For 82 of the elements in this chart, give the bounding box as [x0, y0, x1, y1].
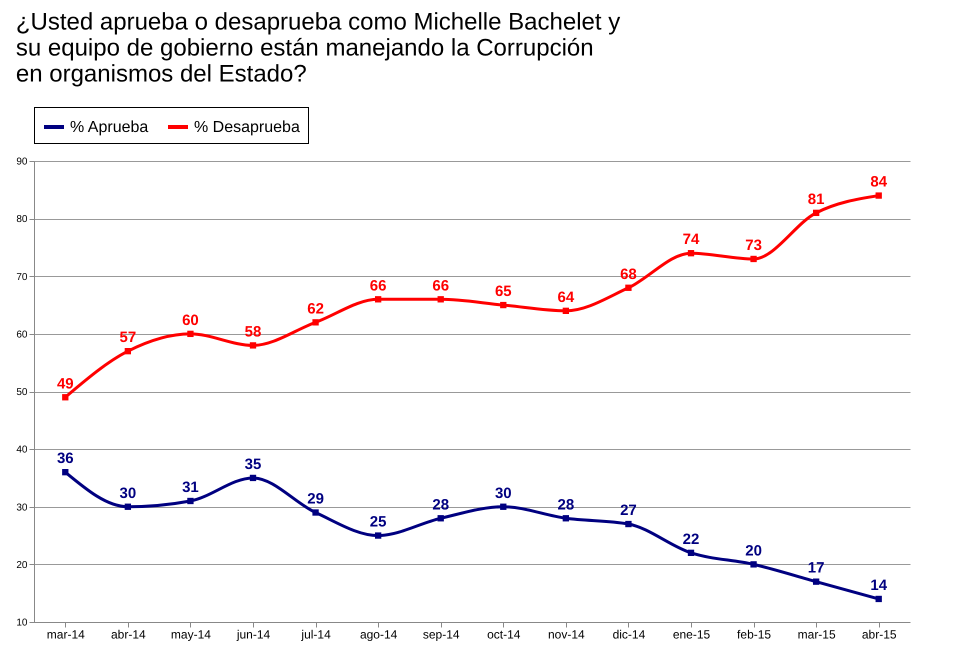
legend-label: % Desaprueba [194, 119, 300, 136]
legend-label: % Aprueba [70, 119, 148, 136]
point [750, 256, 757, 262]
data-label: 62 [307, 300, 324, 318]
y-tick-label: 70 [16, 272, 28, 283]
data-label: 35 [244, 456, 262, 473]
chart-title: ¿Usted aprueba o desaprueba como Michelle Bachelet y su equipo de gobierno están manejando la Corrupción en organismos del Estado? [16, 8, 620, 88]
data-label: 31 [182, 478, 199, 496]
data-label: 65 [494, 283, 512, 300]
y-tick-label: 60 [16, 329, 28, 340]
x-tick-label: jul-14 [300, 628, 332, 642]
point [187, 498, 194, 504]
point [500, 302, 506, 308]
data-label: 36 [56, 450, 74, 468]
data-label: 66 [370, 277, 386, 294]
y-tick-label: 30 [16, 502, 28, 514]
data-label: 30 [494, 484, 512, 502]
point [876, 596, 882, 602]
point [876, 192, 882, 199]
data-label: 57 [120, 329, 136, 346]
data-label: 68 [620, 266, 637, 283]
point [688, 550, 694, 556]
point [62, 394, 68, 400]
x-tick-label: ago-14 [360, 628, 398, 642]
point [688, 250, 694, 256]
point [312, 319, 319, 326]
point [124, 348, 132, 354]
data-label: 66 [432, 277, 450, 294]
point [62, 469, 68, 476]
data-label: 30 [120, 484, 136, 502]
x-tick-label: may-14 [170, 628, 212, 642]
data-label: 58 [244, 323, 262, 340]
point [250, 342, 256, 349]
data-label: 28 [558, 496, 574, 514]
x-tick-label: dic-14 [612, 628, 646, 642]
data-label: 81 [808, 190, 824, 208]
x-tick-label: oct-14 [487, 628, 521, 642]
x-tick-label: sep-14 [422, 628, 460, 642]
y-tick-label: 20 [16, 560, 28, 571]
point [812, 578, 820, 585]
x-tick-label: ene-15 [672, 628, 711, 642]
x-tick-label: abr-14 [111, 628, 146, 642]
point [625, 520, 632, 528]
point [312, 509, 319, 516]
y-tick-label: 10 [16, 618, 28, 628]
point [374, 532, 382, 539]
y-tick-label: 90 [16, 156, 28, 168]
point [625, 284, 632, 291]
data-label: 49 [56, 375, 74, 392]
data-label: 17 [808, 560, 824, 577]
data-label: 28 [432, 496, 450, 514]
data-label: 25 [370, 514, 386, 531]
data-label: 64 [558, 288, 575, 306]
data-label: 27 [620, 502, 637, 520]
x-tick-label: nov-14 [548, 628, 586, 642]
point [250, 474, 256, 482]
point [562, 515, 570, 522]
x-tick-label: mar-15 [798, 628, 836, 642]
point [438, 515, 444, 522]
point [374, 296, 382, 302]
data-label: 74 [682, 231, 700, 248]
x-tick-label: mar-14 [46, 628, 86, 642]
point [438, 296, 444, 302]
x-tick-label: feb-15 [737, 628, 772, 642]
y-tick-label: 80 [16, 214, 28, 226]
data-label: 14 [870, 576, 888, 594]
data-label: 73 [745, 236, 762, 254]
data-label: 60 [182, 312, 199, 329]
data-label: 29 [307, 490, 324, 508]
point [124, 504, 132, 510]
y-tick-label: 50 [16, 387, 28, 398]
point [562, 308, 570, 314]
point [750, 561, 757, 568]
x-tick-label: jun-14 [236, 628, 271, 642]
data-label: 20 [745, 542, 762, 560]
x-tick-label: abr-15 [862, 628, 897, 642]
point [500, 504, 506, 510]
y-tick-label: 40 [16, 444, 28, 456]
point [812, 210, 820, 216]
data-label: 22 [682, 530, 700, 548]
point [187, 330, 194, 338]
data-label: 84 [870, 174, 888, 191]
